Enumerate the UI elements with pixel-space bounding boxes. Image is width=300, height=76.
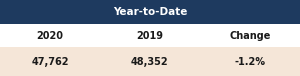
Text: 2019: 2019 (136, 31, 164, 41)
Text: -1.2%: -1.2% (234, 57, 266, 67)
Text: 2020: 2020 (37, 31, 64, 41)
Text: Change: Change (229, 31, 271, 41)
FancyBboxPatch shape (0, 0, 300, 24)
Text: 48,352: 48,352 (131, 57, 169, 67)
Text: 47,762: 47,762 (31, 57, 69, 67)
FancyBboxPatch shape (0, 47, 300, 76)
Text: Year-to-Date: Year-to-Date (113, 7, 187, 17)
FancyBboxPatch shape (0, 24, 300, 47)
